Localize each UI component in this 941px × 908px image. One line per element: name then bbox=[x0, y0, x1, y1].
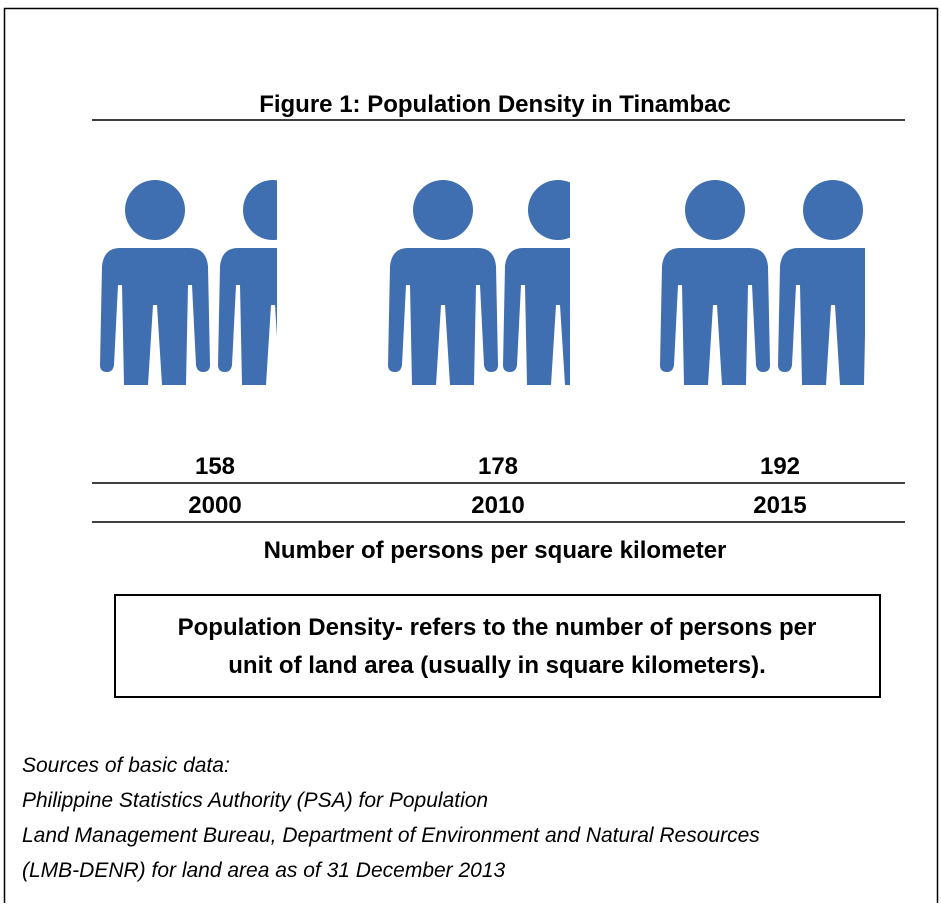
definition-line: unit of land area (usually in square kil… bbox=[228, 652, 765, 679]
person-icons bbox=[660, 180, 888, 385]
year: 2010 bbox=[471, 492, 524, 519]
person-icons bbox=[100, 180, 328, 385]
value: 192 bbox=[760, 453, 800, 480]
source-line: Sources of basic data: bbox=[22, 754, 230, 777]
source-line: Land Management Bureau, Department of En… bbox=[22, 824, 760, 847]
value: 178 bbox=[478, 453, 518, 480]
page-border bbox=[3, 7, 939, 908]
year: 2000 bbox=[188, 492, 241, 519]
figure-title: Figure 1: Population Density in Tinambac bbox=[259, 91, 731, 118]
source-line: (LMB-DENR) for land area as of 31 Decemb… bbox=[22, 859, 506, 882]
caption: Number of persons per square kilometer bbox=[264, 537, 727, 564]
source-line: Philippine Statistics Authority (PSA) fo… bbox=[22, 789, 488, 812]
definition-box bbox=[114, 594, 881, 698]
year: 2015 bbox=[753, 492, 806, 519]
value: 158 bbox=[195, 453, 235, 480]
definition-line: Population Density- refers to the number… bbox=[178, 614, 817, 641]
person-icons bbox=[388, 180, 613, 385]
